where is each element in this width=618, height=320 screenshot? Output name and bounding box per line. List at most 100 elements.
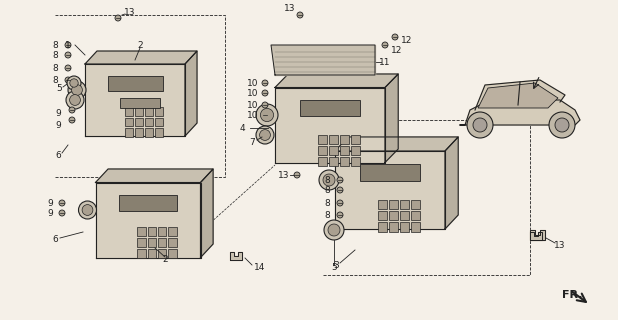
Polygon shape: [530, 232, 542, 240]
Polygon shape: [329, 157, 338, 166]
Circle shape: [65, 77, 71, 83]
Polygon shape: [137, 238, 146, 247]
Text: 5: 5: [331, 263, 337, 273]
Polygon shape: [318, 135, 328, 144]
Text: 4: 4: [239, 124, 245, 132]
Polygon shape: [185, 51, 197, 136]
Polygon shape: [340, 135, 349, 144]
Text: 10: 10: [247, 100, 259, 109]
Polygon shape: [230, 252, 242, 260]
Circle shape: [69, 107, 75, 113]
Circle shape: [59, 210, 65, 216]
Circle shape: [69, 117, 75, 123]
Polygon shape: [475, 80, 565, 110]
Circle shape: [392, 34, 398, 40]
Polygon shape: [275, 87, 385, 163]
Polygon shape: [335, 137, 458, 151]
Text: 14: 14: [255, 263, 266, 273]
Circle shape: [65, 65, 71, 71]
Text: 2: 2: [137, 41, 143, 50]
Polygon shape: [158, 227, 166, 236]
Text: 12: 12: [391, 45, 403, 54]
Polygon shape: [351, 146, 360, 155]
Polygon shape: [329, 146, 338, 155]
Circle shape: [319, 170, 339, 190]
Polygon shape: [125, 128, 133, 137]
Polygon shape: [389, 211, 398, 220]
Text: 2: 2: [162, 255, 168, 265]
Circle shape: [78, 201, 96, 219]
Polygon shape: [155, 128, 163, 137]
Text: 9: 9: [47, 198, 53, 207]
Polygon shape: [411, 211, 420, 220]
Circle shape: [70, 79, 78, 87]
Polygon shape: [400, 222, 409, 232]
Polygon shape: [351, 157, 360, 166]
Polygon shape: [145, 128, 153, 137]
Circle shape: [260, 108, 274, 122]
Text: 13: 13: [284, 4, 296, 12]
Polygon shape: [85, 51, 197, 64]
Text: 8: 8: [52, 41, 58, 50]
Polygon shape: [145, 107, 153, 116]
Text: 8: 8: [324, 175, 330, 185]
Polygon shape: [340, 146, 349, 155]
Polygon shape: [318, 157, 328, 166]
Circle shape: [262, 80, 268, 86]
Circle shape: [65, 42, 71, 48]
Text: 13: 13: [278, 171, 290, 180]
Text: 7: 7: [249, 138, 255, 147]
Circle shape: [66, 91, 84, 109]
Circle shape: [555, 118, 569, 132]
Polygon shape: [169, 249, 177, 258]
Polygon shape: [108, 76, 163, 92]
Circle shape: [467, 112, 493, 138]
Circle shape: [297, 12, 303, 18]
Text: 13: 13: [554, 241, 565, 250]
Polygon shape: [135, 128, 143, 137]
Text: 10: 10: [247, 110, 259, 119]
Polygon shape: [119, 195, 177, 211]
Circle shape: [324, 220, 344, 240]
Text: 3: 3: [333, 260, 339, 269]
Polygon shape: [400, 211, 409, 220]
Text: 13: 13: [124, 7, 136, 17]
Polygon shape: [145, 118, 153, 126]
Circle shape: [65, 52, 71, 58]
Polygon shape: [378, 222, 387, 232]
Circle shape: [262, 112, 268, 118]
Polygon shape: [389, 222, 398, 232]
Polygon shape: [385, 74, 398, 163]
Text: 8: 8: [52, 76, 58, 84]
Polygon shape: [300, 100, 360, 116]
Polygon shape: [478, 83, 558, 108]
Polygon shape: [275, 74, 398, 87]
Circle shape: [337, 200, 343, 206]
Polygon shape: [329, 135, 338, 144]
Polygon shape: [271, 45, 375, 75]
Polygon shape: [148, 227, 156, 236]
Text: 10: 10: [247, 89, 259, 98]
Circle shape: [382, 42, 388, 48]
Polygon shape: [148, 238, 156, 247]
Polygon shape: [85, 64, 185, 136]
Polygon shape: [125, 107, 133, 116]
Text: 6: 6: [55, 150, 61, 159]
Circle shape: [67, 76, 81, 90]
Polygon shape: [351, 135, 360, 144]
Polygon shape: [137, 249, 146, 258]
Polygon shape: [96, 169, 213, 182]
Circle shape: [59, 200, 65, 206]
Polygon shape: [96, 182, 200, 258]
Polygon shape: [335, 151, 445, 229]
Circle shape: [256, 126, 274, 144]
Circle shape: [337, 187, 343, 193]
Polygon shape: [340, 157, 349, 166]
Polygon shape: [378, 200, 387, 209]
Text: 5: 5: [56, 84, 62, 92]
Polygon shape: [155, 107, 163, 116]
Text: 8: 8: [324, 198, 330, 207]
Circle shape: [262, 102, 268, 108]
Polygon shape: [158, 238, 166, 247]
Text: 9: 9: [47, 209, 53, 218]
